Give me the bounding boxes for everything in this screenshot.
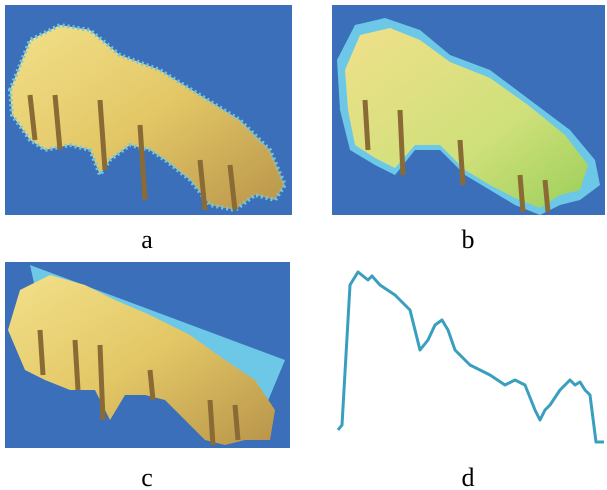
terrain-walls (37, 329, 241, 446)
panel-a: a (5, 5, 292, 254)
terrain-shape (7, 22, 288, 213)
terrain-walls (27, 94, 238, 211)
panel-label: d (462, 463, 475, 490)
panel-b: b (332, 5, 605, 254)
panel-c: c (5, 262, 290, 490)
terrain-shape (345, 28, 588, 208)
panel-label: c (141, 463, 153, 490)
profile-line (336, 270, 604, 444)
terrain-walls (362, 99, 551, 213)
panel-d: d (336, 270, 604, 490)
panel-label: a (141, 225, 153, 254)
panel-label: b (462, 225, 475, 254)
